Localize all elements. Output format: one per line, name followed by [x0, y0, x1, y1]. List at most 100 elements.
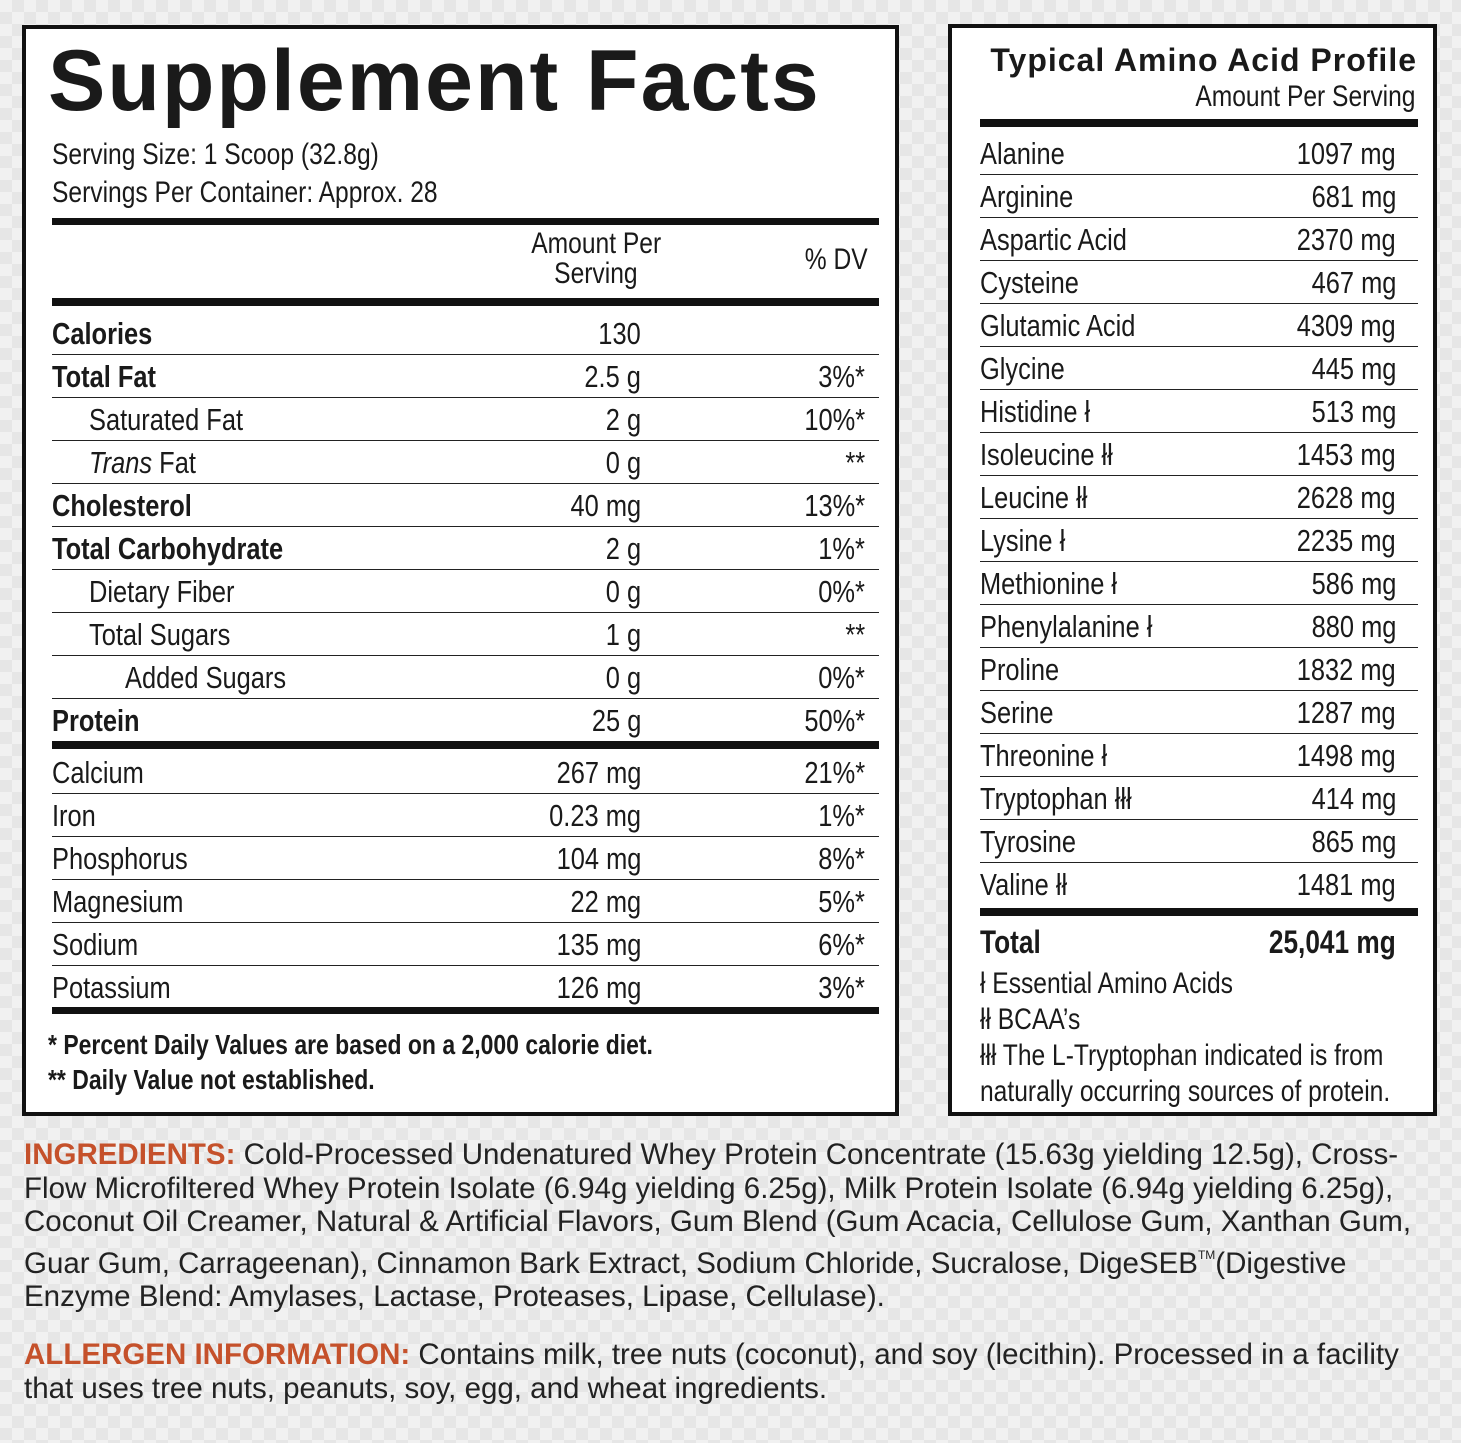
nutrient-row-protein: Protein 25 g 50%*: [52, 703, 865, 738]
supplement-facts-panel: Supplement Facts Serving Size: 1 Scoop (…: [22, 25, 899, 1116]
footnote-percent-dv: * Percent Daily Values are based on a 2,…: [48, 1029, 653, 1060]
amino-acid-row: Cysteine 467 mg: [980, 261, 1418, 304]
nutrient-row-dietary-fiber: Dietary Fiber 0 g 0%*: [52, 570, 879, 613]
ingredients-paragraph: INGREDIENTS: Cold-Processed Undenatured …: [24, 1138, 1444, 1314]
amino-acid-amount: 513 mg: [1311, 394, 1396, 429]
amino-acid-name: Serine: [980, 695, 1054, 730]
nutrient-row-calcium: Calcium 267 mg 21%*: [52, 751, 879, 794]
amino-profile-subtitle: Amount Per Serving: [1194, 80, 1415, 113]
supplement-facts-title: Supplement Facts: [48, 33, 821, 129]
amino-acid-amount: 2628 mg: [1297, 480, 1396, 515]
amino-acid-row: Glutamic Acid 4309 mg: [980, 304, 1418, 347]
amino-acid-name: Tyrosine: [980, 824, 1077, 859]
amino-profile-title: Typical Amino Acid Profile: [990, 42, 1417, 78]
amino-acid-name: Aspartic Acid: [980, 222, 1127, 257]
amino-acid-name: Methionine ł: [980, 566, 1118, 601]
header-amount-per-serving: Amount Per Serving: [531, 227, 661, 290]
nutrient-row-potassium: Potassium 126 mg 3%*: [52, 970, 865, 1005]
divider-thick: [52, 741, 879, 749]
allergen-text: Contains milk, tree nuts (coconut), and …: [24, 1338, 1399, 1405]
divider-thick: [52, 298, 879, 306]
amino-acid-amount: 586 mg: [1311, 566, 1396, 601]
ingredients-text: Cold-Processed Undenatured Whey Protein …: [24, 1138, 1412, 1280]
nutrient-row-total-sugars: Total Sugars 1 g **: [52, 613, 879, 656]
amino-acid-profile-panel: Typical Amino Acid Profile Amount Per Se…: [948, 24, 1437, 1116]
ingredients-text-cont: (Digestive Enzyme Blend: Amylases, Lacta…: [24, 1246, 1347, 1314]
amino-acid-row: Alanine 1097 mg: [980, 132, 1418, 175]
divider-thick: [52, 218, 879, 225]
amino-acid-name: Valine łł: [980, 867, 1068, 902]
amino-acid-name: Alanine: [980, 136, 1065, 171]
amino-acid-row: Aspartic Acid 2370 mg: [980, 218, 1418, 261]
amino-acid-name: Arginine: [980, 179, 1074, 214]
amino-acid-name: Tryptophan łłł: [980, 781, 1132, 816]
divider-thick: [980, 119, 1418, 127]
amino-acid-row: Tyrosine 865 mg: [980, 820, 1418, 863]
nutrient-row-phosphorus: Phosphorus 104 mg 8%*: [52, 837, 879, 880]
nutrient-row-total-carbohydrate: Total Carbohydrate 2 g 1%*: [52, 527, 879, 570]
amino-acid-row: Methionine ł 586 mg: [980, 562, 1418, 605]
servings-per-container: Servings Per Container: Approx. 28: [52, 176, 438, 209]
note-tryptophan-cont: naturally occurring sources of protein.: [980, 1075, 1391, 1108]
amino-acid-amount: 1287 mg: [1297, 695, 1396, 730]
amino-acid-name: Proline: [980, 652, 1060, 687]
amino-acid-row: Phenylalanine ł 880 mg: [980, 605, 1418, 648]
amino-acid-name: Glutamic Acid: [980, 308, 1136, 343]
amino-acid-amount: 1481 mg: [1297, 867, 1396, 902]
allergen-paragraph: ALLERGEN INFORMATION: Contains milk, tre…: [24, 1338, 1444, 1405]
note-essential-amino-acids: ł Essential Amino Acids: [980, 967, 1233, 1000]
nutrient-row-iron: Iron 0.23 mg 1%*: [52, 794, 879, 837]
nutrient-row-saturated-fat: Saturated Fat 2 g 10%*: [52, 398, 879, 441]
amino-acid-row: Serine 1287 mg: [980, 691, 1418, 734]
ingredients-label: INGREDIENTS:: [24, 1138, 236, 1171]
nutrient-row-magnesium: Magnesium 22 mg 5%*: [52, 880, 879, 923]
allergen-label: ALLERGEN INFORMATION:: [24, 1338, 411, 1371]
amino-acid-amount: 1453 mg: [1297, 437, 1396, 472]
amino-acid-amount: 467 mg: [1311, 265, 1396, 300]
divider-thick: [980, 908, 1418, 916]
amino-acid-row: Valine łł 1481 mg: [980, 863, 1418, 906]
footnote-dv-not-established: ** Daily Value not established.: [48, 1064, 375, 1095]
amino-acid-amount: 880 mg: [1311, 609, 1396, 644]
amino-acid-amount: 1498 mg: [1297, 738, 1396, 773]
serving-size: Serving Size: 1 Scoop (32.8g): [52, 138, 379, 171]
amino-acid-amount: 4309 mg: [1297, 308, 1396, 343]
amino-acid-row: Glycine 445 mg: [980, 347, 1418, 390]
amino-acid-row: Lysine ł 2235 mg: [980, 519, 1418, 562]
header-dv: % DV: [805, 243, 868, 276]
amino-acid-amount: 1832 mg: [1297, 652, 1396, 687]
amino-acid-amount: 2370 mg: [1297, 222, 1396, 257]
amino-acid-name: Lysine ł: [980, 523, 1066, 558]
amino-acid-name: Phenylalanine ł: [980, 609, 1153, 644]
amino-acid-row: Leucine łł 2628 mg: [980, 476, 1418, 519]
amino-acid-amount: 1097 mg: [1297, 136, 1396, 171]
amino-total-row: Total 25,041 mg: [980, 924, 1396, 960]
nutrient-row-total-fat: Total Fat 2.5 g 3%*: [52, 355, 879, 398]
nutrient-row-trans-fat: Trans Fat 0 g **: [52, 441, 879, 484]
amino-acid-amount: 414 mg: [1311, 781, 1396, 816]
amino-acid-name: Leucine łł: [980, 480, 1088, 515]
amino-acid-amount: 865 mg: [1311, 824, 1396, 859]
nutrient-row-calories: Calories 130: [52, 312, 879, 355]
amino-acid-amount: 681 mg: [1311, 179, 1396, 214]
amino-acid-row: Tryptophan łłł 414 mg: [980, 777, 1418, 820]
nutrient-row-added-sugars: Added Sugars 0 g 0%*: [52, 656, 879, 699]
amino-acid-row: Threonine ł 1498 mg: [980, 734, 1418, 777]
amino-acid-name: Histidine ł: [980, 394, 1091, 429]
amino-acid-amount: 445 mg: [1311, 351, 1396, 386]
amino-acid-name: Cysteine: [980, 265, 1079, 300]
trademark-mark: TM: [1197, 1247, 1216, 1262]
divider-thick: [52, 1007, 879, 1014]
amino-acid-row: Proline 1832 mg: [980, 648, 1418, 691]
amino-acid-amount: 2235 mg: [1297, 523, 1396, 558]
nutrient-row-cholesterol: Cholesterol 40 mg 13%*: [52, 484, 879, 527]
amino-acid-name: Isoleucine łł: [980, 437, 1113, 472]
amino-acid-name: Glycine: [980, 351, 1065, 386]
amino-acid-row: Isoleucine łł 1453 mg: [980, 433, 1418, 476]
nutrient-row-sodium: Sodium 135 mg 6%*: [52, 923, 879, 966]
amino-acid-name: Threonine ł: [980, 738, 1108, 773]
note-bcaa: łł BCAA’s: [980, 1003, 1081, 1036]
amino-acid-row: Histidine ł 513 mg: [980, 390, 1418, 433]
note-tryptophan: łłł The L-Tryptophan indicated is from: [980, 1039, 1384, 1072]
amino-acid-row: Arginine 681 mg: [980, 175, 1418, 218]
